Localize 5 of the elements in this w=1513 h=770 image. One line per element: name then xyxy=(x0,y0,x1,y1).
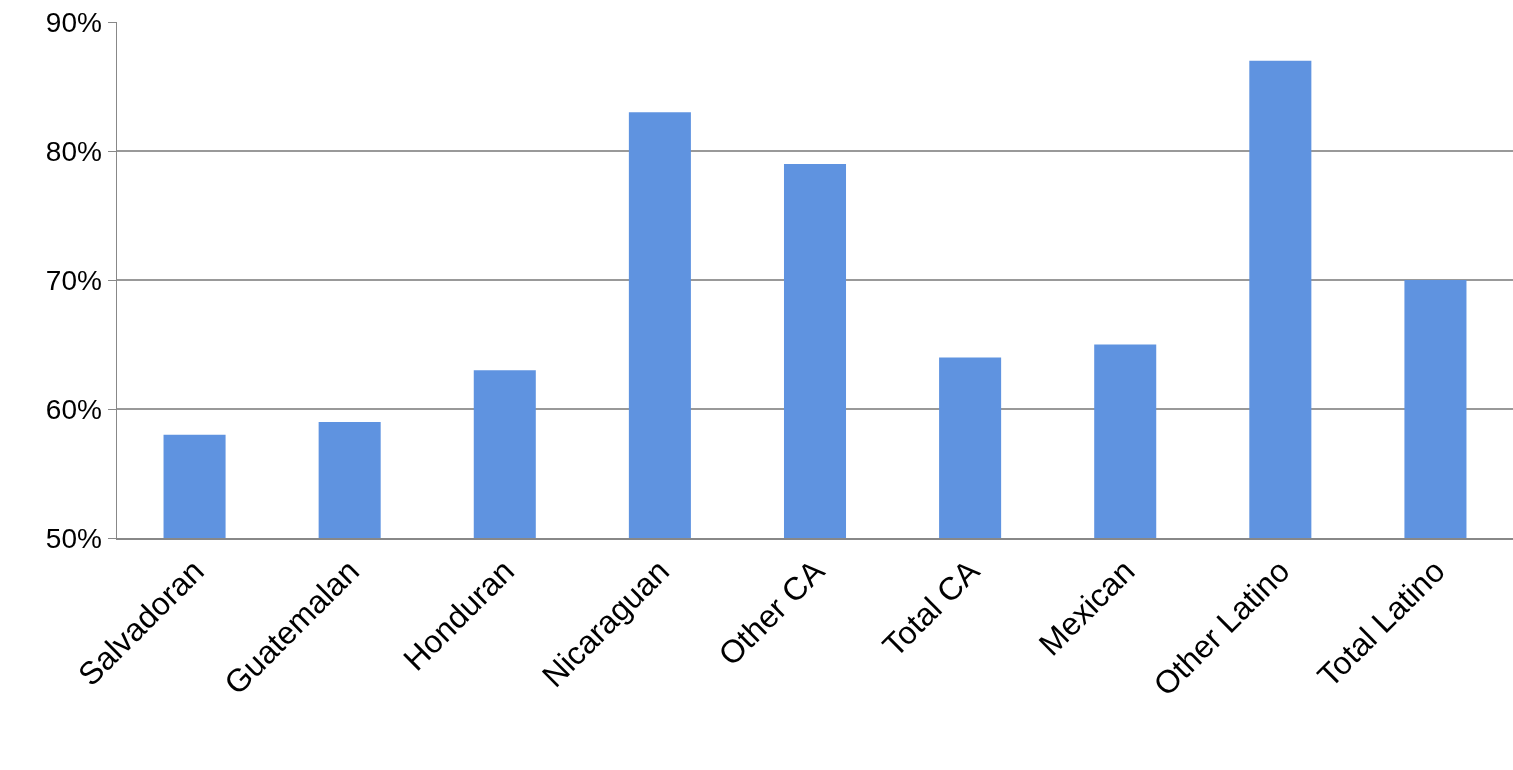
y-tick-label: 80% xyxy=(45,135,102,167)
y-tick-label: 70% xyxy=(45,264,102,296)
y-tick-label: 90% xyxy=(45,6,102,38)
y-tick-label: 50% xyxy=(45,522,102,554)
y-tick-label: 60% xyxy=(45,393,102,425)
